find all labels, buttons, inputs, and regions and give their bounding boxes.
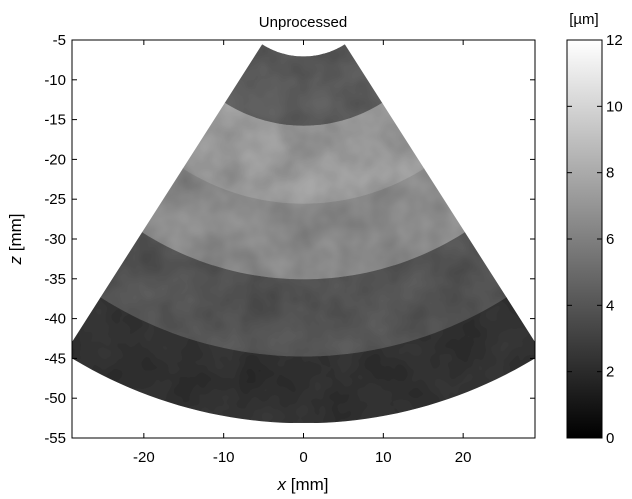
- y-tick-label: -10: [44, 72, 66, 89]
- chart-title: Unprocessed: [259, 14, 347, 31]
- x-tick-label: -10: [213, 449, 235, 466]
- y-tick-label: -55: [44, 430, 66, 447]
- y-axis-unit: [mm]: [6, 213, 25, 251]
- y-tick-label: -15: [44, 112, 66, 129]
- x-axis-label: x [mm]: [276, 475, 328, 494]
- x-tick-label: 0: [299, 449, 307, 466]
- y-tick-label: -25: [44, 191, 66, 208]
- colorbar-tick-label: 6: [606, 231, 614, 248]
- y-tick-label: -45: [44, 350, 66, 367]
- ultrasound-sector-image: [72, 44, 535, 424]
- x-axis-variable: x: [276, 475, 286, 494]
- y-tick-label: -40: [44, 311, 66, 328]
- sector-band-5: [72, 297, 535, 424]
- colorbar-tick-label: 10: [606, 98, 623, 115]
- colorbar-tick-label: 2: [606, 364, 614, 381]
- colorbar-ticks: 0 2 4 6 8 10 12: [567, 32, 623, 447]
- colorbar: [566, 39, 603, 439]
- x-axis-unit: [mm]: [291, 475, 329, 494]
- y-tick-label: -35: [44, 271, 66, 288]
- colorbar-tick-label: 12: [606, 32, 623, 49]
- y-tick-label: -50: [44, 390, 66, 407]
- y-axis-ticks: -5 -10 -15 -20 -25 -30 -35 -40 -45 -50 -55: [44, 32, 535, 447]
- x-tick-label: 20: [455, 449, 472, 466]
- y-axis-variable: z: [6, 256, 25, 266]
- x-tick-label: 10: [375, 449, 392, 466]
- y-tick-label: -5: [53, 32, 66, 49]
- colorbar-label: [µm]: [569, 11, 598, 28]
- y-axis-label: z [mm]: [6, 213, 25, 265]
- x-axis-ticks: -20 -10 0 10 20: [133, 40, 471, 466]
- x-tick-label: -20: [133, 449, 155, 466]
- colorbar-tick-label: 0: [606, 430, 614, 447]
- y-tick-label: -30: [44, 231, 66, 248]
- colorbar-tick-label: 8: [606, 165, 614, 182]
- colorbar-tick-label: 4: [606, 297, 614, 314]
- y-tick-label: -20: [44, 151, 66, 168]
